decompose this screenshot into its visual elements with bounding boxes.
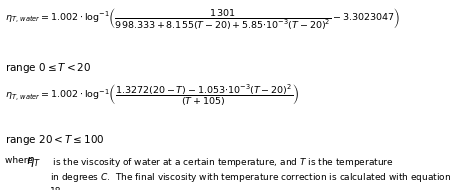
- Text: is the viscosity of water at a certain temperature, and $T$ is the temperature
i: is the viscosity of water at a certain t…: [50, 156, 451, 190]
- Text: $\eta_{T,\,water} = 1.002 \cdot \log^{-1}\!\left(\dfrac{1301}{998.333+8.155(T-20: $\eta_{T,\,water} = 1.002 \cdot \log^{-1…: [5, 6, 400, 31]
- Text: where: where: [5, 156, 36, 165]
- Text: $\eta_T$: $\eta_T$: [26, 155, 41, 169]
- Text: $\eta_{T,\,water} = 1.002 \cdot \log^{-1}\!\left(\dfrac{1.3272(20-T)-1.053{\cdot: $\eta_{T,\,water} = 1.002 \cdot \log^{-1…: [5, 82, 299, 107]
- Text: range $0 \leq T < 20$: range $0 \leq T < 20$: [5, 61, 91, 75]
- Text: range $20 < T \leq 100$: range $20 < T \leq 100$: [5, 133, 104, 147]
